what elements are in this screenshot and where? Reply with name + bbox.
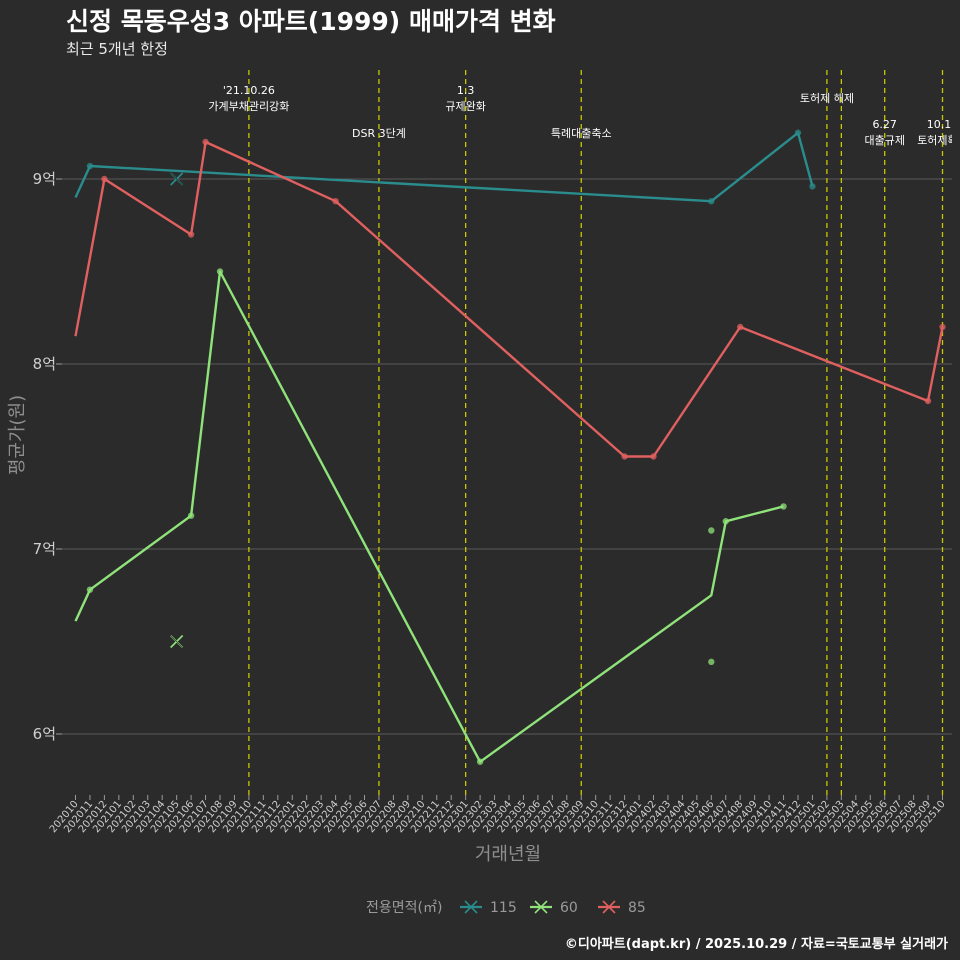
- event-annotation: 토허제확대: [917, 134, 960, 147]
- data-point: [187, 231, 195, 238]
- x-axis-title: 거래년월: [475, 844, 541, 865]
- legend-label-85: 85: [628, 900, 646, 916]
- data-point: [708, 198, 715, 205]
- series-line-85: [74, 140, 944, 458]
- data-point: [708, 527, 715, 534]
- data-point: [332, 198, 339, 205]
- y-tick-label: 7억: [33, 540, 56, 558]
- legend-key-cross: [534, 900, 548, 914]
- y-axis-title: 평균가(원): [7, 395, 28, 475]
- event-annotation: 대출규제: [864, 134, 904, 147]
- series-lines: [74, 129, 946, 765]
- event-annotation: '21.10.26: [223, 84, 275, 97]
- data-point: [737, 323, 744, 331]
- event-annotation: DSR 3단계: [352, 127, 406, 140]
- legend-label-60: 60: [560, 900, 578, 916]
- cross-marker: [170, 172, 184, 186]
- data-point: [187, 512, 195, 519]
- data-point: [101, 175, 108, 183]
- data-point: [794, 129, 802, 136]
- data-point: [650, 453, 657, 460]
- event-annotation: 특례대출축소: [551, 127, 612, 140]
- legend: 전용면적(㎡) 115 60 85: [366, 900, 646, 916]
- cross-stroke: [170, 635, 183, 648]
- caption: ©디아파트(dapt.kr) / 2025.10.29 / 자료=국토교통부 실…: [564, 937, 948, 952]
- y-gridlines: [62, 178, 952, 735]
- legend-title: 전용면적(㎡): [366, 900, 442, 916]
- legend-label-115: 115: [490, 900, 517, 916]
- series-line-115: [74, 131, 814, 203]
- series-line-60: [74, 270, 784, 763]
- x-axis: 2020102020112020122021012021022021032021…: [48, 795, 948, 835]
- y-axis: 6억 7억 8억 9억: [33, 170, 62, 743]
- cross-marker: [170, 634, 184, 649]
- data-point: [722, 518, 729, 525]
- y-tick-label: 6억: [33, 725, 56, 743]
- data-point: [86, 586, 94, 593]
- data-point: [924, 397, 932, 405]
- event-annotation: 10.15: [927, 118, 959, 131]
- cross-stroke: [170, 172, 183, 186]
- y-tick-label: 9억: [33, 170, 56, 188]
- data-point: [939, 323, 946, 331]
- data-point: [476, 758, 484, 765]
- legend-key-cross: [602, 900, 616, 914]
- data-point: [708, 658, 715, 666]
- event-annotation: 가계부채관리강화: [208, 100, 289, 113]
- chart-subtitle: 최근 5개년 한정: [66, 40, 168, 58]
- data-point: [216, 268, 224, 275]
- chart-title: 신정 목동우성3 아파트(1999) 매매가격 변화: [66, 7, 556, 36]
- legend-key-cross: [464, 900, 478, 914]
- data-point: [809, 183, 816, 190]
- event-annotation: 토허제 해제: [800, 91, 854, 105]
- data-point: [202, 138, 209, 146]
- y-tick-label: 8억: [33, 355, 56, 373]
- data-point: [780, 503, 787, 510]
- event-annotation: 6.27: [872, 118, 897, 131]
- event-annotation: 규제완화: [445, 100, 485, 113]
- data-point: [621, 453, 628, 460]
- data-point: [86, 162, 94, 170]
- event-annotation: 1.3: [457, 84, 475, 97]
